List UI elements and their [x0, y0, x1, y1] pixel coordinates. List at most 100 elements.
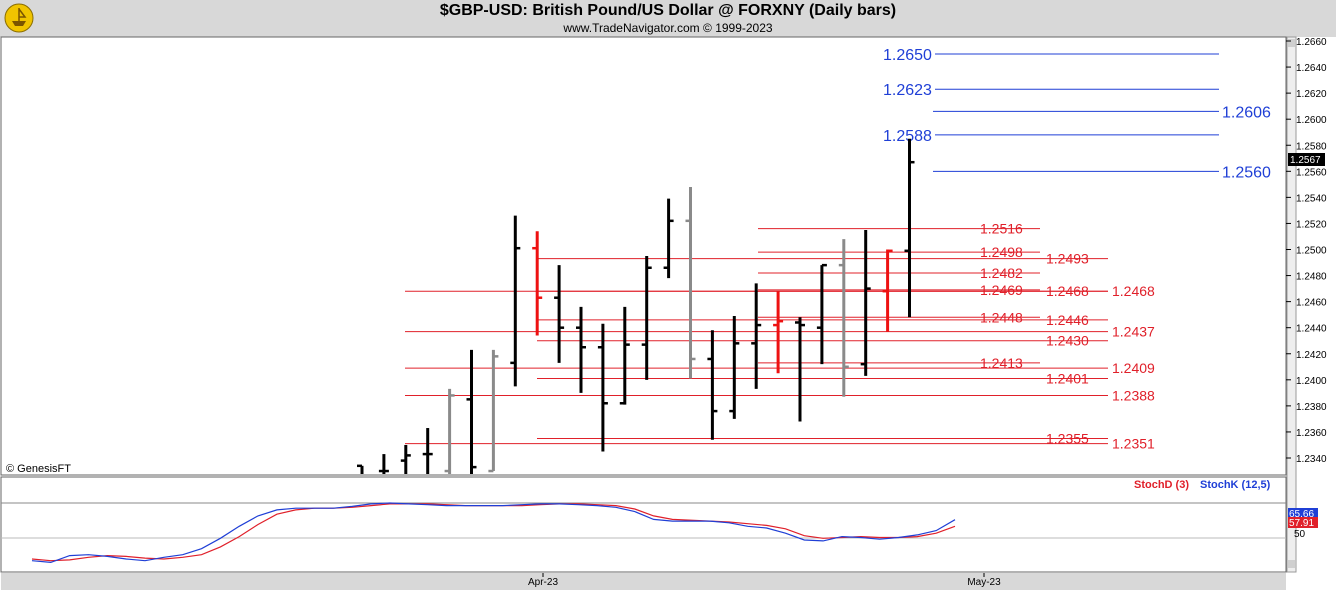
level-label: 1.2516 [980, 221, 1023, 237]
level-label: 1.2468 [1112, 283, 1155, 299]
ohlc-bar [707, 330, 718, 440]
ohlc-bar [357, 464, 364, 474]
stoch-50-label: 50 [1294, 529, 1306, 540]
level-line: 1.2355 [537, 430, 1108, 446]
ohlc-bar [751, 283, 762, 389]
ohlc-bar [466, 349, 477, 474]
y-tick-label: 1.2520 [1296, 219, 1327, 230]
level-label: 1.2355 [1046, 430, 1089, 446]
level-label: 1.2469 [980, 282, 1023, 298]
level-label: 1.2401 [1046, 371, 1089, 387]
ohlc-bar [838, 239, 849, 397]
y-tick-label: 1.2420 [1296, 350, 1327, 361]
ohlc-bar [576, 306, 586, 393]
y-tick-label: 1.2500 [1296, 246, 1327, 257]
ohlc-bar [904, 138, 915, 318]
level-line: 1.2388 [405, 387, 1155, 403]
level-label: 1.2623 [883, 82, 932, 99]
y-tick-label: 1.2600 [1296, 115, 1327, 126]
y-tick-label: 1.2620 [1296, 89, 1327, 100]
ohlc-bar [663, 198, 674, 279]
last-price-label: 1.2567 [1290, 155, 1321, 166]
ohlc-bar [488, 349, 499, 473]
level-label: 1.2560 [1222, 164, 1271, 181]
level-line: 1.2588 [883, 128, 1219, 145]
y-tick-label: 1.2340 [1296, 454, 1327, 465]
y-tick-label: 1.2580 [1296, 141, 1327, 152]
level-line: 1.2482 [758, 265, 1040, 281]
chart-header [0, 0, 1336, 37]
level-label: 1.2351 [1112, 436, 1155, 452]
ohlc-bar [773, 291, 784, 374]
stochk-legend: StochK (12,5) [1200, 479, 1271, 491]
ohlc-bar [685, 186, 696, 379]
level-label: 1.2650 [883, 47, 932, 64]
y-tick-label: 1.2480 [1296, 272, 1327, 283]
y-tick-label: 1.2400 [1296, 376, 1327, 387]
level-label: 1.2606 [1222, 104, 1271, 121]
x-axis-strip [1, 573, 1286, 590]
price-scrollbar[interactable] [1286, 36, 1297, 573]
stochd-line [31, 503, 956, 562]
y-tick-label: 1.2440 [1296, 324, 1327, 335]
y-tick-label: 1.2460 [1296, 298, 1327, 309]
ohlc-bar [510, 215, 521, 387]
ohlc-bar [641, 256, 652, 380]
copyright-label: © GenesisFT [6, 463, 71, 475]
level-line: 1.2413 [758, 355, 1040, 371]
stoch-panel-frame [0, 476, 1287, 573]
level-label: 1.2482 [980, 265, 1023, 281]
ship-logo-icon [4, 3, 34, 33]
level-line: 1.2469 [758, 282, 1040, 298]
level-label: 1.2413 [980, 355, 1023, 371]
stochd-legend: StochD (3) [1134, 479, 1189, 491]
y-axis-ticks: 1.2340 1.2360 1.2380 1.2400 1.2420 1.2440 1.24… [1286, 37, 1327, 465]
level-line: 1.2493 [537, 251, 1108, 267]
level-label: 1.2388 [1112, 387, 1155, 403]
x-axis-ticks: Apr-23 May-23 [528, 573, 1001, 588]
ohlc-bar [860, 229, 871, 376]
x-tick-label: Apr-23 [528, 577, 558, 588]
level-line: 1.2498 [758, 244, 1040, 260]
ohlc-bar [378, 454, 389, 474]
ohlc-bar [532, 231, 543, 336]
y-tick-label: 1.2660 [1296, 37, 1327, 48]
y-axis-strip [1297, 37, 1335, 572]
stochd-value-label: 57.91 [1289, 518, 1314, 529]
chart-title: $GBP-USD: British Pound/US Dollar @ FORX… [439, 2, 897, 19]
y-tick-label: 1.2540 [1296, 193, 1327, 204]
ohlc-bar [400, 444, 411, 474]
y-tick-label: 1.2360 [1296, 428, 1327, 439]
ohlc-bar [729, 315, 740, 419]
level-label: 1.2446 [1046, 312, 1089, 328]
level-line: 1.2560 [933, 164, 1271, 181]
level-line: 1.2351 [405, 436, 1155, 452]
level-lines: 1.2650 1.2623 1.2606 1.2588 1.2560 1.2516 1.24… [405, 47, 1271, 452]
price-panel-frame [0, 36, 1287, 476]
last-price-tag: 1.2567 [1288, 153, 1325, 166]
chart-subtitle: www.TradeNavigator.com © 1999-2023 [563, 21, 773, 35]
chart-frames [0, 36, 1335, 590]
level-label: 1.2409 [1112, 360, 1155, 376]
ohlc-bars [357, 138, 915, 474]
ohlc-bar [597, 323, 608, 452]
y-tick-label: 1.2560 [1296, 167, 1327, 178]
y-tick-label: 1.2640 [1296, 63, 1327, 74]
ohlc-bar [444, 388, 455, 474]
level-label: 1.2430 [1046, 333, 1089, 349]
level-line: 1.2650 [883, 47, 1219, 64]
level-label: 1.2588 [883, 128, 932, 145]
ohlc-bar [619, 306, 630, 405]
scroll-up-button[interactable] [1288, 39, 1295, 47]
level-line: 1.2401 [537, 371, 1108, 387]
ohlc-bar [422, 428, 433, 474]
scroll-down-button[interactable] [1288, 560, 1295, 568]
stochk-line [31, 502, 956, 564]
ohlc-bar [795, 317, 805, 422]
level-line: 1.2516 [758, 221, 1040, 237]
y-tick-label: 1.2380 [1296, 402, 1327, 413]
level-label: 1.2493 [1046, 251, 1089, 267]
level-line: 1.2468 [405, 283, 1155, 299]
stochastic-lines [31, 502, 956, 564]
